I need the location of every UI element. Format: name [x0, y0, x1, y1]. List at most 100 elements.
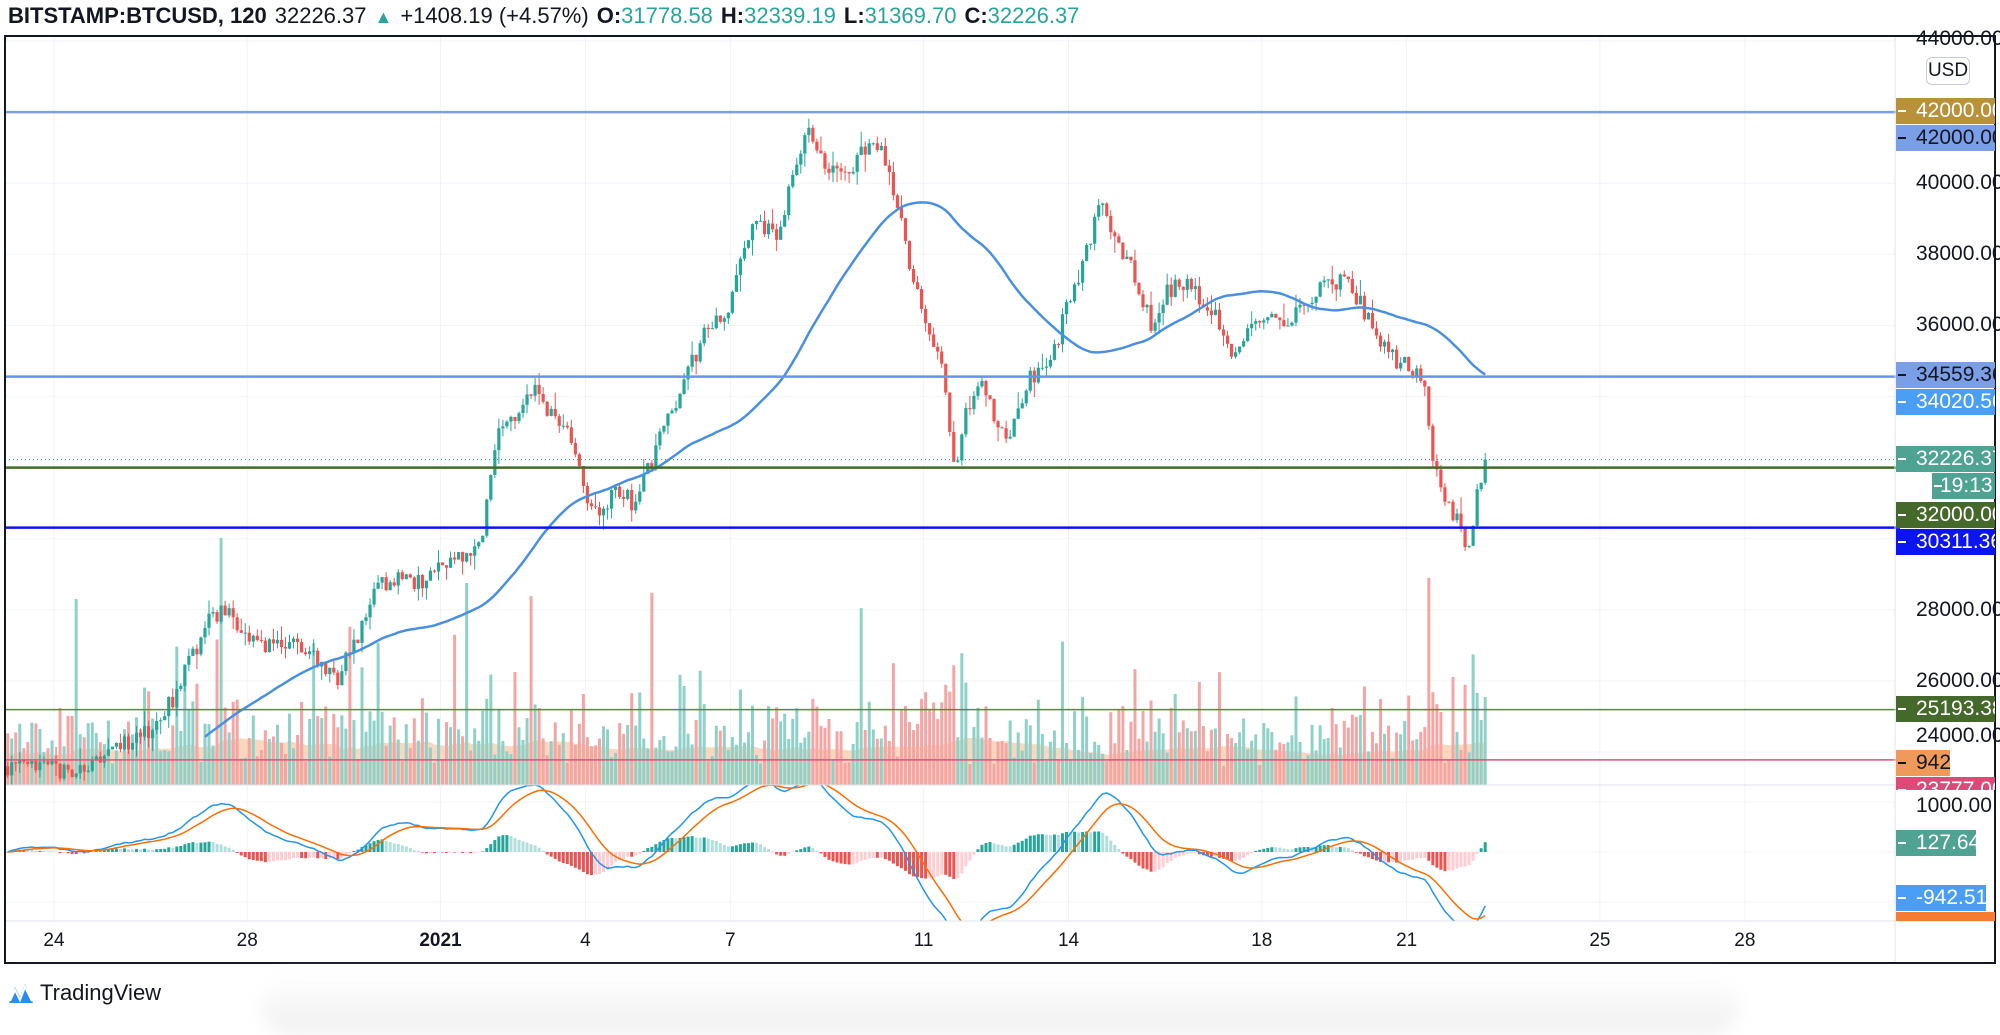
- volume-bar: [1101, 754, 1104, 785]
- macd-histogram-bar: [1359, 852, 1362, 854]
- macd-histogram-bar: [1387, 852, 1390, 862]
- volume-bar: [650, 593, 653, 785]
- macd-histogram-bar: [864, 852, 867, 860]
- candle-body: [131, 743, 134, 750]
- macd-histogram-bar: [964, 852, 967, 866]
- volume-bar: [497, 709, 500, 785]
- volume-bar: [87, 723, 90, 785]
- macd-histogram-bar: [71, 852, 74, 854]
- candle-body: [1210, 311, 1213, 315]
- volume-bar: [268, 739, 271, 785]
- candle-body: [996, 421, 999, 427]
- candle-body: [103, 756, 106, 763]
- volume-bar: [791, 719, 794, 785]
- volume-bar: [1129, 722, 1132, 785]
- candle-body: [630, 490, 633, 510]
- candle-body: [75, 773, 78, 777]
- macd-histogram-bar: [1335, 847, 1338, 852]
- volume-bar: [566, 763, 569, 785]
- price-tick-label: 24000.00: [1896, 723, 2000, 749]
- macd-histogram-bar: [1146, 852, 1149, 869]
- volume-bar: [832, 760, 835, 785]
- candle-body: [848, 172, 851, 173]
- volume-bar: [216, 640, 219, 785]
- macd-histogram-bar: [517, 840, 520, 852]
- candle-body: [691, 355, 694, 367]
- macd-histogram-bar: [948, 852, 951, 877]
- volume-bar: [1170, 708, 1173, 785]
- volume-bar: [936, 719, 939, 785]
- macd-histogram-bar: [1045, 835, 1048, 852]
- macd-histogram-bar: [469, 852, 472, 853]
- candle-body: [960, 434, 963, 460]
- candle-body: [1266, 317, 1269, 320]
- candle-body: [1459, 514, 1462, 528]
- macd-histogram-bar: [280, 852, 283, 860]
- macd-histogram-bar: [501, 835, 504, 852]
- candle-body: [203, 628, 206, 638]
- volume-bar: [67, 716, 70, 785]
- candle-body: [682, 379, 685, 393]
- macd-histogram-bar: [1182, 852, 1185, 855]
- volume-bar: [1480, 720, 1483, 785]
- macd-histogram-bar: [179, 846, 182, 852]
- candle-body: [296, 639, 299, 642]
- macd-histogram-bar: [1009, 847, 1012, 852]
- candle-body: [638, 491, 641, 501]
- candle-body: [67, 765, 70, 770]
- volume-bar: [823, 728, 826, 785]
- price-tick-label: 38000.00: [1896, 241, 2000, 267]
- candle-body: [811, 128, 814, 142]
- candle-body: [558, 416, 561, 426]
- macd-histogram-bar: [505, 835, 508, 852]
- macd-histogram-bar: [1286, 849, 1289, 852]
- volume-bar: [1182, 720, 1185, 785]
- volume-bar: [385, 746, 388, 785]
- volume-bar: [594, 745, 597, 785]
- volume-bar: [707, 761, 710, 785]
- macd-histogram-bar: [123, 848, 126, 852]
- macd-histogram-bar: [1339, 847, 1342, 852]
- volume-bar: [377, 643, 380, 785]
- tradingview-logo[interactable]: TradingView: [8, 980, 161, 1006]
- candle-body: [1065, 302, 1068, 314]
- macd-histogram-bar: [956, 852, 959, 878]
- price-tick-label: 28000.00: [1896, 597, 2000, 623]
- currency-button[interactable]: USD: [1926, 57, 1970, 85]
- volume-bar: [1158, 719, 1161, 785]
- candle-body: [566, 426, 569, 428]
- volume-bar: [538, 708, 541, 785]
- macd-histogram-bar: [989, 842, 992, 852]
- volume-bar: [670, 752, 673, 785]
- macd-histogram-bar: [872, 852, 875, 858]
- candle-body: [1403, 357, 1406, 363]
- level-label-32000: 32000.00: [1896, 502, 1995, 528]
- macd-line: [8, 779, 1485, 944]
- volume-bar: [1367, 751, 1370, 785]
- macd-histogram-bar: [542, 851, 545, 852]
- macd-histogram-bar: [348, 852, 351, 853]
- volume-bar: [1109, 712, 1112, 785]
- macd-histogram-bar: [1242, 852, 1245, 858]
- volume-bar: [852, 744, 855, 785]
- volume-bar: [795, 708, 798, 785]
- ma-value-label: 34020.56: [1896, 389, 1995, 415]
- macd-histogram-bar: [151, 850, 154, 852]
- macd-histogram-bar: [1254, 851, 1257, 852]
- macd-histogram-bar: [582, 852, 585, 872]
- level-label-30311: 30311.36: [1896, 529, 1995, 555]
- candle-body: [787, 186, 790, 215]
- macd-histogram-bar: [783, 852, 786, 856]
- volume-bar: [743, 743, 746, 785]
- macd-histogram-bar: [755, 843, 758, 852]
- macd-histogram-bar: [984, 843, 987, 852]
- candle-body: [715, 316, 718, 329]
- candle-body: [695, 355, 698, 362]
- macd-histogram-bar: [1439, 852, 1442, 870]
- volume-bar: [99, 742, 102, 785]
- volume-bar: [1443, 763, 1446, 785]
- volume-bar: [433, 763, 436, 785]
- volume-bar: [276, 725, 279, 785]
- macd-histogram-bar: [1178, 852, 1181, 856]
